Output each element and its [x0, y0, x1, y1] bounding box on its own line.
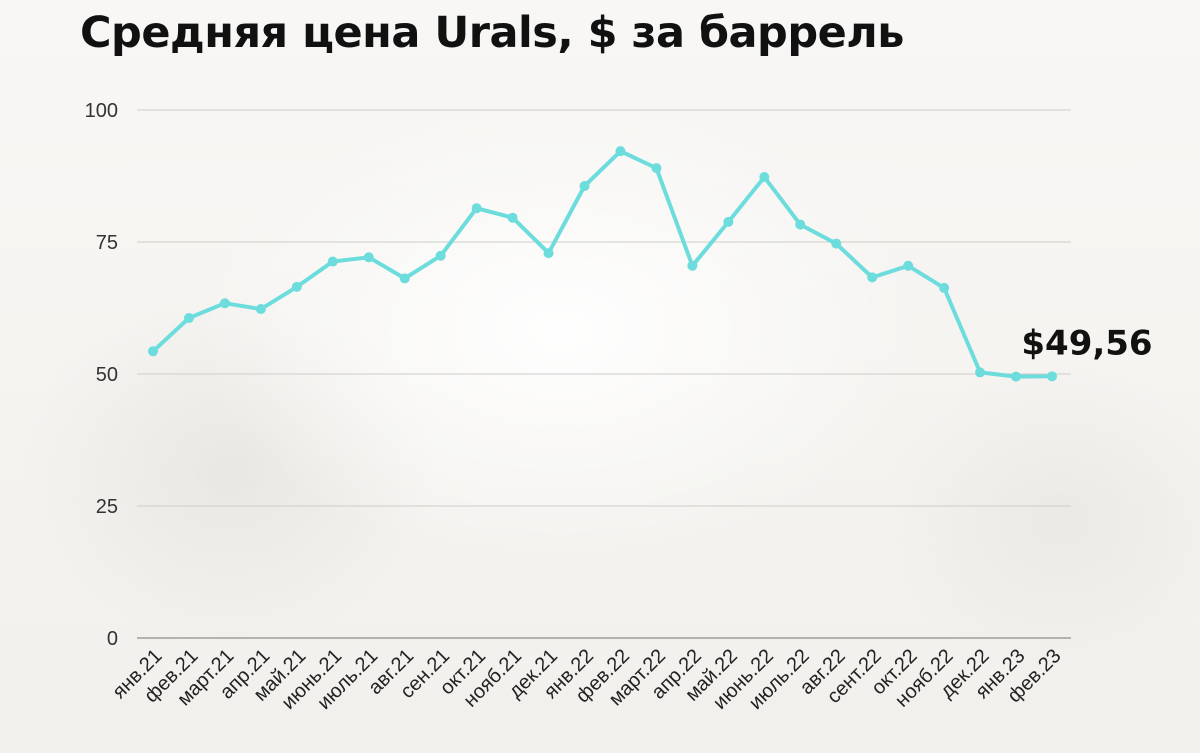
data-point — [939, 282, 950, 293]
series-line — [151, 149, 1054, 379]
data-point — [543, 248, 554, 259]
data-point — [831, 238, 842, 249]
data-point — [291, 281, 302, 292]
y-tick-label: 0 — [107, 628, 118, 650]
data-point — [759, 172, 770, 183]
data-point — [1011, 371, 1022, 382]
data-point — [471, 203, 482, 214]
series-layer — [148, 146, 1057, 382]
y-tick-label: 75 — [96, 232, 118, 254]
y-tick-label: 50 — [96, 364, 118, 386]
data-point — [615, 146, 626, 157]
data-point — [183, 313, 194, 324]
data-point — [903, 260, 914, 271]
data-point — [1047, 371, 1057, 382]
data-point — [579, 181, 590, 192]
data-point — [327, 256, 338, 267]
y-tick-label: 100 — [85, 100, 118, 122]
data-point — [723, 216, 734, 227]
data-point — [363, 252, 374, 263]
chart-title: Средняя цена Urals, $ за баррель — [80, 8, 904, 58]
data-point — [975, 367, 986, 378]
last-value-annotation: $49,56 — [1021, 323, 1152, 363]
data-point — [148, 346, 158, 357]
data-point — [507, 212, 518, 223]
x-axis-ticks: янв.21фев.21март.21апр.21май.21июнь.21ию… — [108, 645, 1065, 714]
data-point — [219, 298, 230, 309]
y-axis-ticks: 0 25 50 75 100 — [85, 100, 118, 650]
data-point — [435, 250, 446, 261]
data-point — [651, 163, 662, 174]
grid-lines — [137, 109, 1071, 639]
data-point — [867, 272, 878, 283]
data-point — [687, 260, 698, 271]
annotation-layer: $49,56 — [1021, 323, 1152, 363]
data-point — [795, 219, 806, 230]
data-point — [399, 273, 410, 284]
data-point — [255, 304, 266, 315]
y-tick-label: 25 — [96, 496, 118, 518]
